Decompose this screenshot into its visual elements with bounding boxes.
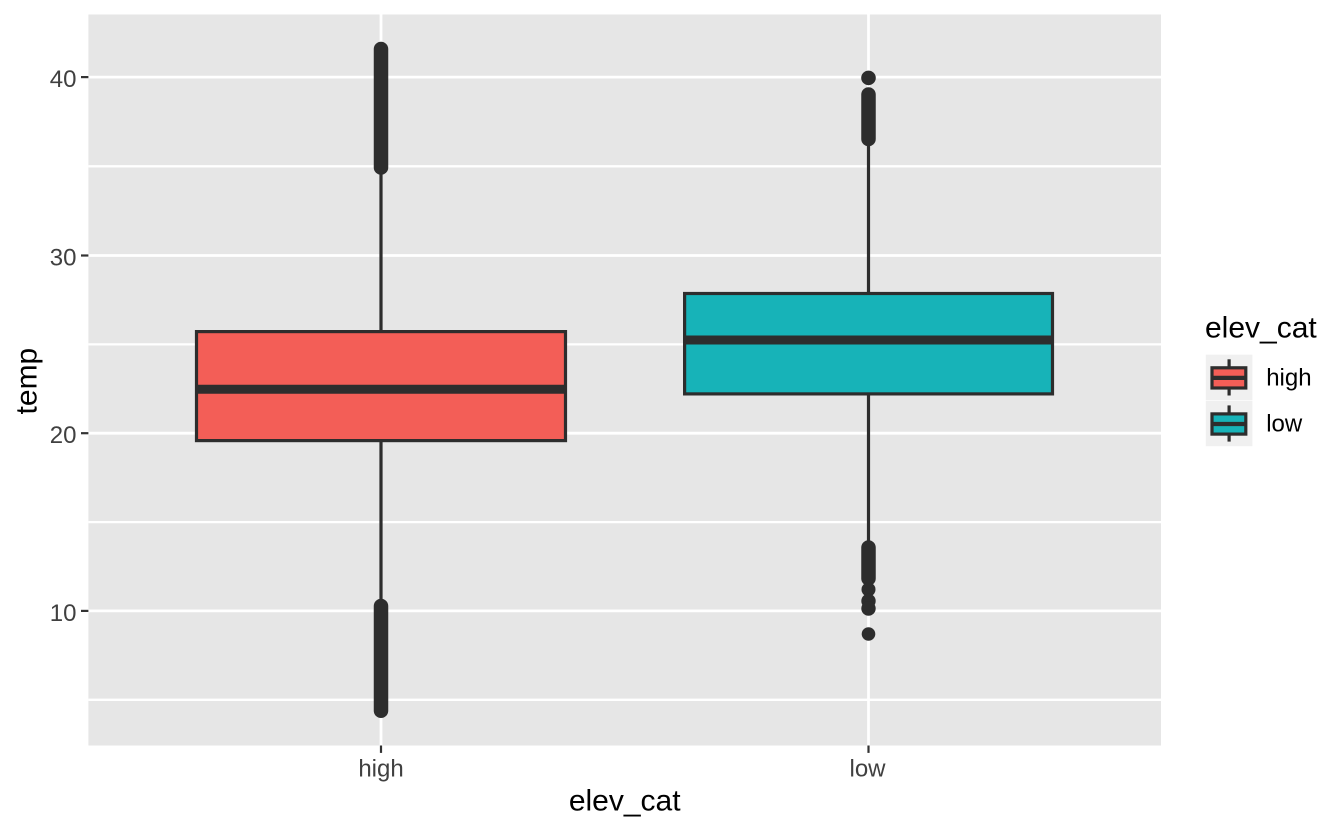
svg-text:low: low xyxy=(1266,411,1303,438)
svg-text:elev_cat: elev_cat xyxy=(569,784,681,817)
svg-text:temp: temp xyxy=(10,348,43,415)
svg-text:10: 10 xyxy=(50,600,77,627)
svg-text:elev_cat: elev_cat xyxy=(1205,312,1317,345)
svg-text:low: low xyxy=(849,756,886,783)
svg-text:30: 30 xyxy=(50,244,77,271)
svg-text:40: 40 xyxy=(50,66,77,93)
svg-text:20: 20 xyxy=(50,422,77,449)
svg-text:high: high xyxy=(1266,364,1311,391)
svg-text:high: high xyxy=(358,756,403,783)
